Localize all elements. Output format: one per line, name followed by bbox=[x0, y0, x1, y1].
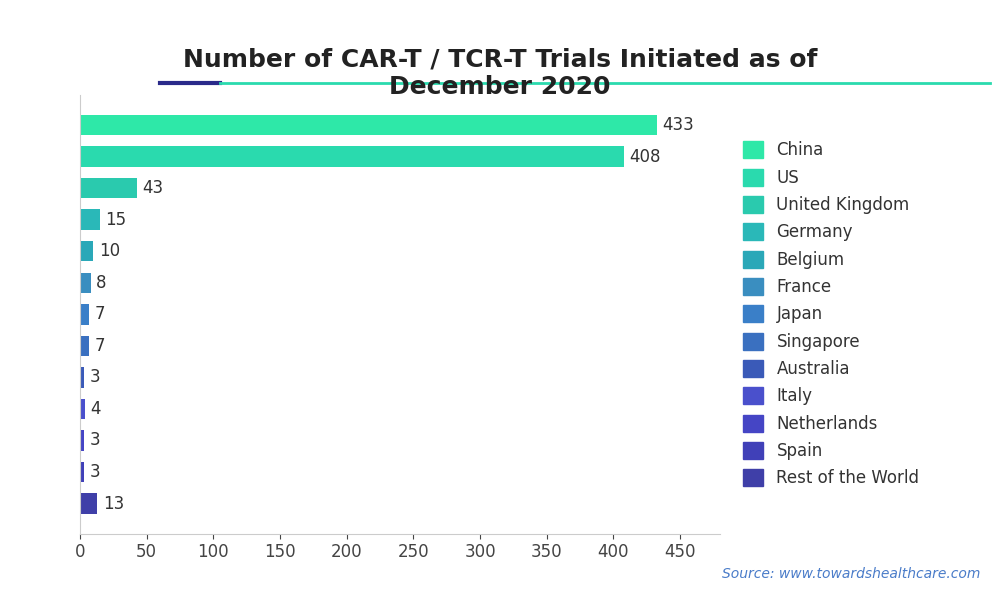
Bar bbox=[80, 241, 93, 262]
Text: 7: 7 bbox=[95, 337, 105, 355]
Text: 4: 4 bbox=[91, 400, 101, 418]
Text: 3: 3 bbox=[89, 432, 100, 449]
Bar bbox=[80, 493, 97, 514]
Bar bbox=[80, 462, 84, 482]
Bar bbox=[80, 273, 91, 293]
Text: 43: 43 bbox=[143, 179, 164, 197]
Text: Number of CAR-T / TCR-T Trials Initiated as of
December 2020: Number of CAR-T / TCR-T Trials Initiated… bbox=[183, 47, 817, 99]
Bar bbox=[80, 115, 657, 135]
Bar bbox=[80, 367, 84, 388]
Bar bbox=[80, 398, 85, 419]
Text: 3: 3 bbox=[89, 368, 100, 387]
Bar bbox=[80, 146, 624, 167]
Bar bbox=[80, 304, 89, 324]
Text: 10: 10 bbox=[99, 242, 120, 260]
Legend: China, US, United Kingdom, Germany, Belgium, France, Japan, Singapore, Australia: China, US, United Kingdom, Germany, Belg… bbox=[735, 133, 928, 496]
Bar bbox=[80, 178, 137, 199]
Text: 7: 7 bbox=[95, 305, 105, 323]
Text: 3: 3 bbox=[89, 463, 100, 481]
Text: Source: www.towardshealthcare.com: Source: www.towardshealthcare.com bbox=[722, 567, 980, 581]
Bar bbox=[80, 336, 89, 356]
Text: 8: 8 bbox=[96, 274, 106, 292]
Text: 13: 13 bbox=[103, 495, 124, 512]
Text: 408: 408 bbox=[629, 148, 661, 165]
Bar bbox=[80, 430, 84, 451]
Text: 15: 15 bbox=[105, 211, 126, 229]
Bar bbox=[80, 209, 100, 230]
Text: 433: 433 bbox=[663, 116, 694, 134]
